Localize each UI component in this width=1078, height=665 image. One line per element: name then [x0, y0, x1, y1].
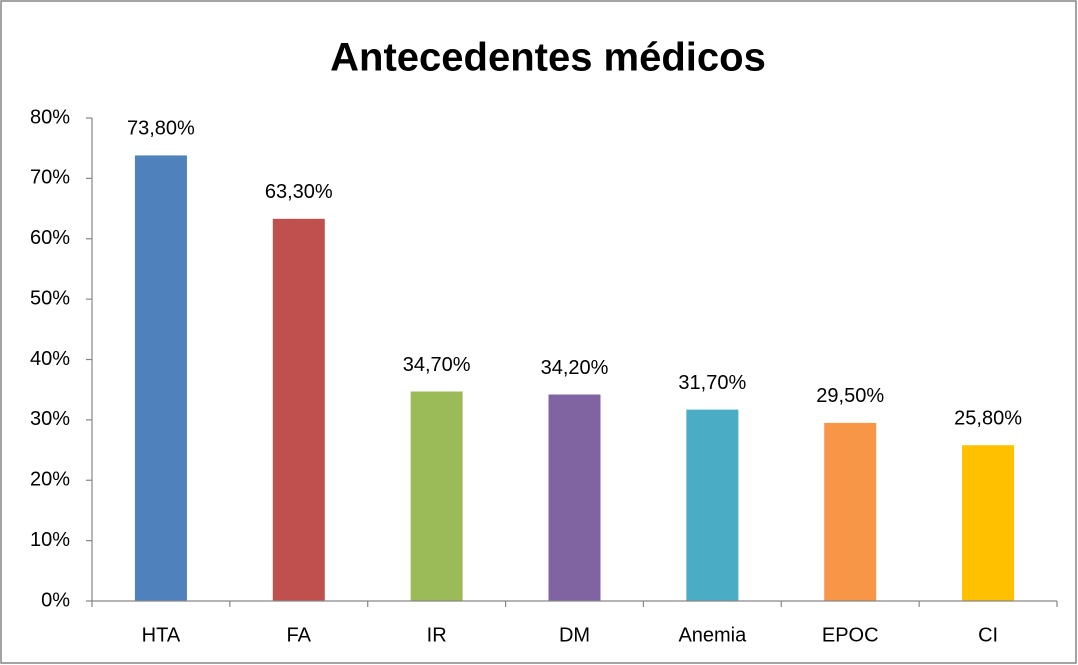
- value-label: 25,80%: [954, 408, 1022, 430]
- bar: [410, 391, 463, 601]
- bar: [548, 394, 601, 601]
- x-tick-label: Anemia: [678, 624, 747, 646]
- bar: [962, 445, 1015, 601]
- value-label: 29,50%: [816, 385, 884, 407]
- value-label: 63,30%: [265, 181, 333, 203]
- y-tick-label: 60%: [30, 227, 70, 249]
- x-tick-label: FA: [287, 624, 312, 646]
- value-label: 73,80%: [127, 118, 195, 140]
- bar: [824, 422, 877, 601]
- x-tick-label: DM: [559, 624, 590, 646]
- bar: [686, 409, 739, 601]
- y-tick-label: 0%: [41, 589, 70, 611]
- x-tick-label: IR: [427, 624, 447, 646]
- value-label: 34,70%: [403, 354, 471, 376]
- y-tick-label: 30%: [30, 408, 70, 430]
- y-tick-label: 70%: [30, 167, 70, 189]
- y-tick-label: 10%: [30, 529, 70, 551]
- value-label: 34,20%: [541, 357, 609, 379]
- x-tick-label: HTA: [142, 624, 181, 646]
- value-label: 31,70%: [678, 372, 746, 394]
- y-tick-label: 20%: [30, 469, 70, 491]
- bar: [134, 155, 187, 601]
- y-tick-label: 80%: [30, 106, 70, 128]
- y-tick-label: 50%: [30, 287, 70, 309]
- y-tick-label: 40%: [30, 348, 70, 370]
- x-tick-label: EPOC: [822, 624, 879, 646]
- chart-title: Antecedentes médicos: [330, 36, 766, 80]
- bar: [272, 218, 325, 602]
- x-tick-label: CI: [978, 624, 998, 646]
